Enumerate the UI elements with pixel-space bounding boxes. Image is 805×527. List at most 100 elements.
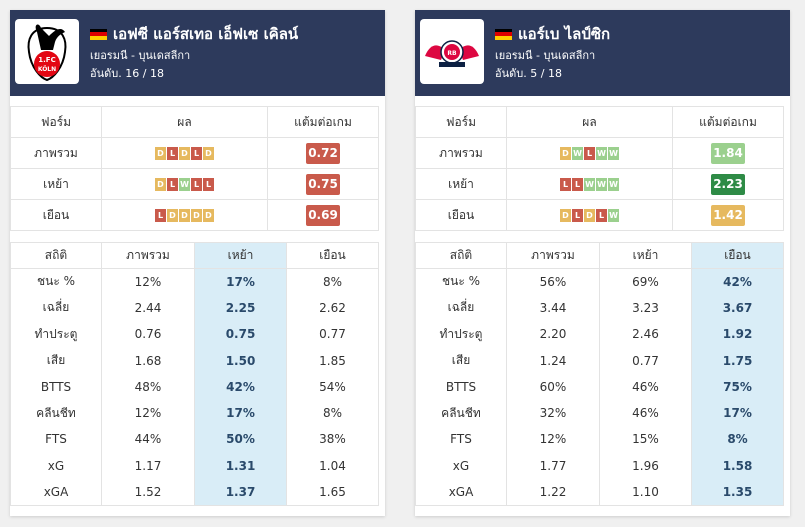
stat-value: 1.24 bbox=[506, 347, 600, 374]
stat-value: 2.20 bbox=[506, 321, 600, 348]
result-pill[interactable]: W bbox=[584, 178, 595, 191]
stat-value: 1.37 bbox=[194, 478, 287, 506]
stat-label: เสีย bbox=[415, 347, 507, 374]
svg-text:RB: RB bbox=[447, 50, 457, 57]
result-pill[interactable]: W bbox=[596, 147, 607, 160]
stat-value: 12% bbox=[101, 268, 195, 295]
league-name[interactable]: เยอรมนี - บุนเดสลีกา bbox=[495, 49, 596, 62]
form-header: ฟอร์ม bbox=[10, 106, 102, 138]
stat-label: เฉลี่ย bbox=[10, 294, 102, 322]
stat-value: 1.85 bbox=[286, 347, 379, 374]
stat-label: FTS bbox=[10, 426, 102, 453]
result-pill[interactable]: D bbox=[584, 209, 595, 222]
form-table: ฟอร์ม ผล แต้มต่อเกม ภาพรวม D W L W W 1.84 เหย้า… bbox=[415, 106, 784, 231]
result-pill[interactable]: L bbox=[203, 178, 214, 191]
overall-header: ภาพรวม bbox=[506, 242, 600, 269]
result-pill[interactable]: D bbox=[560, 147, 571, 160]
team-header: RB แอร์เบ ไลป์ซิก เยอรมนี - บุนเดสลีกา อ… bbox=[415, 10, 790, 96]
stat-value: 60% bbox=[506, 373, 600, 400]
stat-value: 3.67 bbox=[691, 294, 784, 322]
result-pill[interactable]: D bbox=[167, 209, 178, 222]
result-pill[interactable]: L bbox=[572, 209, 583, 222]
stats-row: xGA 1.22 1.10 1.35 bbox=[415, 478, 784, 506]
result-pill[interactable]: W bbox=[179, 178, 190, 191]
result-pill[interactable]: D bbox=[560, 209, 571, 222]
result-pill[interactable]: W bbox=[608, 147, 619, 160]
result-pill[interactable]: D bbox=[155, 178, 166, 191]
result-pill[interactable]: L bbox=[584, 147, 595, 160]
stat-value: 1.50 bbox=[194, 347, 287, 374]
form-row-label: ภาพรวม bbox=[10, 137, 102, 169]
result-pill[interactable]: W bbox=[572, 147, 583, 160]
form-row: เหย้า L L W W W 2.23 bbox=[415, 168, 784, 200]
germany-flag-icon bbox=[90, 28, 107, 40]
team-logo[interactable]: 1.FC KÖLN bbox=[15, 19, 79, 84]
form-row: ภาพรวม D W L W W 1.84 bbox=[415, 137, 784, 169]
team-name[interactable]: แอร์เบ ไลป์ซิก bbox=[518, 25, 611, 43]
stat-value: 17% bbox=[691, 399, 784, 427]
ppg-badge: 1.42 bbox=[711, 204, 745, 226]
stat-value: 3.44 bbox=[506, 294, 600, 322]
result-pill[interactable]: D bbox=[179, 209, 190, 222]
result-pill[interactable]: D bbox=[179, 147, 190, 160]
result-pill[interactable]: L bbox=[167, 147, 178, 160]
result-pill[interactable]: D bbox=[155, 147, 166, 160]
stat-label: BTTS bbox=[415, 373, 507, 400]
stats-row: เสีย 1.24 0.77 1.75 bbox=[415, 347, 784, 374]
stat-label: FTS bbox=[415, 426, 507, 453]
stat-value: 12% bbox=[101, 399, 195, 427]
result-pill[interactable]: L bbox=[191, 147, 202, 160]
form-row-label: เยือน bbox=[415, 199, 507, 231]
result-pill[interactable]: D bbox=[203, 209, 214, 222]
stat-value: 1.68 bbox=[101, 347, 195, 374]
stat-value: 1.75 bbox=[691, 347, 784, 374]
stat-label: ทำประตู bbox=[10, 321, 102, 348]
stats-row: ชนะ % 12% 17% 8% bbox=[10, 268, 379, 295]
stat-value: 0.75 bbox=[194, 321, 287, 348]
stat-value: 8% bbox=[286, 399, 379, 427]
team-logo[interactable]: RB bbox=[420, 19, 484, 84]
ppg-badge: 0.72 bbox=[306, 142, 340, 164]
form-table: ฟอร์ม ผล แต้มต่อเกม ภาพรวม D L D L D 0.72 เหย้า… bbox=[10, 106, 379, 231]
result-pill[interactable]: L bbox=[596, 209, 607, 222]
stat-label: xGA bbox=[10, 478, 102, 506]
result-pill[interactable]: L bbox=[191, 178, 202, 191]
result-pill[interactable]: L bbox=[572, 178, 583, 191]
stat-label: BTTS bbox=[10, 373, 102, 400]
stat-value: 1.22 bbox=[506, 478, 600, 506]
stats-row: เฉลี่ย 3.44 3.23 3.67 bbox=[415, 294, 784, 322]
stat-value: 17% bbox=[194, 268, 287, 295]
result-pill[interactable]: L bbox=[560, 178, 571, 191]
league-name[interactable]: เยอรมนี - บุนเดสลีกา bbox=[90, 49, 191, 62]
result-pill[interactable]: L bbox=[155, 209, 166, 222]
stats-row: xG 1.77 1.96 1.58 bbox=[415, 452, 784, 479]
result-pill[interactable]: L bbox=[167, 178, 178, 191]
away-header: เยือน bbox=[286, 242, 379, 269]
form-row-label: เหย้า bbox=[10, 168, 102, 200]
result-pill[interactable]: W bbox=[608, 209, 619, 222]
stat-value: 1.58 bbox=[691, 452, 784, 479]
stats-row: ชนะ % 56% 69% 42% bbox=[415, 268, 784, 295]
stats-table: สถิติ ภาพรวม เหย้า เยือน ชนะ % 12% 17% 8% เฉ… bbox=[10, 242, 379, 506]
form-row: เหย้า D L W L L 0.75 bbox=[10, 168, 379, 200]
result-pill[interactable]: W bbox=[608, 178, 619, 191]
koln-goat-crest-icon: 1.FC KÖLN bbox=[27, 24, 67, 81]
stat-value: 1.77 bbox=[506, 452, 600, 479]
stat-value: 38% bbox=[286, 426, 379, 453]
home-header: เหย้า bbox=[599, 242, 692, 269]
stat-label: xGA bbox=[415, 478, 507, 506]
stats-row: ทำประตู 0.76 0.75 0.77 bbox=[10, 321, 379, 348]
stat-value: 1.04 bbox=[286, 452, 379, 479]
stats-table: สถิติ ภาพรวม เหย้า เยือน ชนะ % 56% 69% 42% เ… bbox=[415, 242, 784, 506]
result-pill[interactable]: W bbox=[596, 178, 607, 191]
team-name[interactable]: เอฟซี แอร์สเทอ เอ็ฟเซ เคิลน์ bbox=[113, 25, 299, 43]
rb-leipzig-bulls-crest-icon: RB bbox=[425, 39, 479, 67]
stat-value: 8% bbox=[286, 268, 379, 295]
stat-value: 50% bbox=[194, 426, 287, 453]
result-pill[interactable]: D bbox=[203, 147, 214, 160]
stats-row: xGA 1.52 1.37 1.65 bbox=[10, 478, 379, 506]
stats-row: FTS 44% 50% 38% bbox=[10, 426, 379, 453]
stat-value: 2.62 bbox=[286, 294, 379, 322]
result-pill[interactable]: D bbox=[191, 209, 202, 222]
